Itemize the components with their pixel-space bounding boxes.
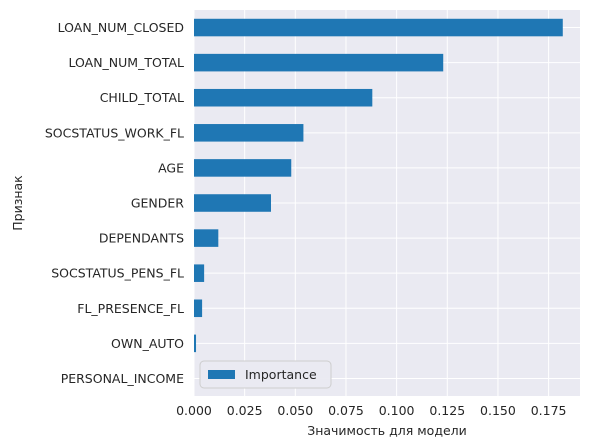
- y-axis-label: Признак: [10, 175, 25, 231]
- x-tick-labels: 0.000 0.025 0.050 0.075 0.100 0.125 0.150 0.175: [176, 403, 566, 418]
- bar-loan-num-total: [194, 53, 444, 72]
- legend-box: [199, 360, 332, 389]
- y-tick-label: GENDER: [131, 196, 184, 211]
- x-tick-label: 0.050: [277, 403, 313, 418]
- bar-gender: [194, 194, 271, 212]
- bar-own-auto: [194, 334, 197, 353]
- legend-label: Importance: [245, 367, 317, 382]
- bar-socstatus-work-fl: [194, 124, 304, 142]
- y-tick-label: AGE: [158, 160, 184, 175]
- x-tick-label: 0.025: [227, 403, 263, 418]
- y-tick-label: LOAN_NUM_CLOSED: [58, 20, 184, 35]
- y-tick-label: SOCSTATUS_PENS_FL: [51, 266, 184, 281]
- y-tick-label: DEPENDANTS: [99, 231, 184, 246]
- y-tick-label: SOCSTATUS_WORK_FL: [45, 125, 184, 140]
- y-tick-labels: LOAN_NUM_CLOSED LOAN_NUM_TOTAL CHILD_TOTAL…: [45, 20, 184, 386]
- x-axis-label: Значимость для модели: [307, 423, 467, 438]
- y-tick-label: OWN_AUTO: [111, 336, 184, 351]
- bars: [194, 18, 563, 353]
- bar-fl-presence-fl: [194, 299, 203, 318]
- x-tick-label: 0.000: [176, 403, 212, 418]
- bar-loan-num-closed: [194, 18, 563, 37]
- x-tick-label: 0.150: [480, 403, 516, 418]
- x-tick-label: 0.175: [531, 403, 567, 418]
- y-tick-label: CHILD_TOTAL: [100, 90, 184, 105]
- x-tick-label: 0.125: [429, 403, 465, 418]
- y-tick-label: PERSONAL_INCOME: [61, 371, 184, 386]
- x-tick-label: 0.075: [328, 403, 364, 418]
- x-tick-label: 0.100: [379, 403, 415, 418]
- bar-dependants: [194, 229, 219, 247]
- bar-child-total: [194, 88, 373, 107]
- legend-swatch: [208, 370, 235, 379]
- y-tick-label: FL_PRESENCE_FL: [77, 301, 184, 316]
- bar-age: [194, 159, 292, 177]
- legend: Importance: [199, 360, 332, 389]
- y-tick-label: LOAN_NUM_TOTAL: [69, 55, 185, 70]
- bar-socstatus-pens-fl: [194, 264, 205, 282]
